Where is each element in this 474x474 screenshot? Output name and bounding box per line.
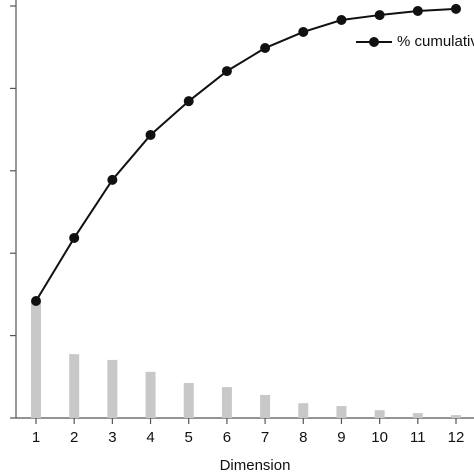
x-tick-label: 4 [146,429,154,446]
bar [31,302,41,418]
point [221,66,232,77]
bar [107,359,118,418]
x-tick-label: 8 [299,429,307,446]
legend-label: % cumulative [397,33,474,50]
x-tick-label: 7 [261,429,269,446]
x-tick-label: 2 [70,429,78,446]
point [183,96,194,107]
bar [336,406,347,418]
point [69,232,80,243]
bar [260,394,271,418]
point [412,5,423,16]
bar [451,415,461,418]
line [35,7,457,302]
point [107,174,118,185]
point [31,295,41,306]
x-tick-label: 12 [448,429,465,446]
legend-marker [369,37,379,47]
x-tick-label: 11 [410,429,426,446]
point [374,10,385,21]
bar [412,413,423,418]
bar [374,410,385,418]
x-tick-label: 6 [223,429,231,446]
point [145,129,156,140]
bar [221,387,232,418]
point [298,26,309,37]
point [451,3,461,14]
point [260,43,271,54]
bar [69,354,80,418]
bar [298,403,309,418]
x-tick-label: 3 [108,429,116,446]
bar [145,371,156,418]
x-tick-label: 9 [337,429,345,446]
bar [183,382,194,418]
x-tick-label: 1 [32,429,40,446]
point [336,15,347,26]
x-axis-title: Dimension [220,457,291,474]
x-tick-label: 5 [185,429,193,446]
x-tick-label: 10 [371,429,388,446]
